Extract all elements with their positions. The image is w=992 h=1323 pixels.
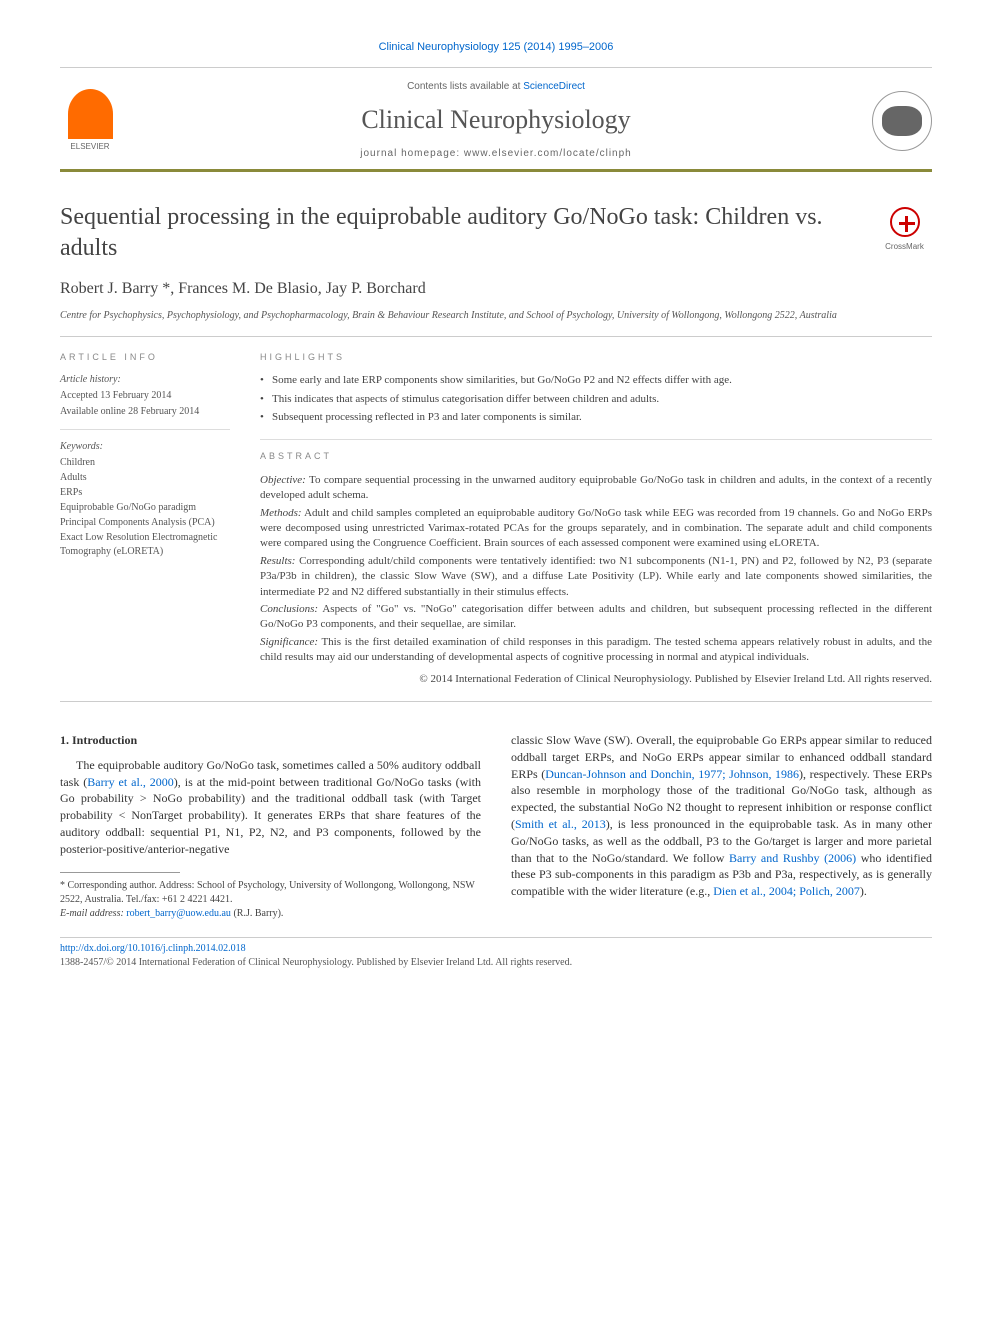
citation-link[interactable]: Barry and Rushby (2006) — [729, 851, 856, 865]
highlight-item: This indicates that aspects of stimulus … — [260, 392, 932, 407]
email-suffix: (R.J. Barry). — [231, 908, 284, 919]
highlight-item: Subsequent processing reflected in P3 an… — [260, 410, 932, 425]
conclusions-label: Conclusions: — [260, 603, 318, 615]
body-text-span: ). — [860, 884, 867, 898]
keyword: ERPs — [60, 486, 230, 500]
results-text: Corresponding adult/child components wer… — [260, 555, 932, 598]
article-info-sidebar: ARTICLE INFO Article history: Accepted 1… — [60, 351, 230, 687]
significance-label: Significance: — [260, 636, 318, 648]
history-label: Article history: — [60, 373, 230, 387]
authors: Robert J. Barry *, Frances M. De Blasio,… — [60, 278, 932, 300]
email-label: E-mail address: — [60, 908, 124, 919]
email-link[interactable]: robert_barry@uow.edu.au — [124, 908, 231, 919]
results-label: Results: — [260, 555, 295, 567]
keyword: Adults — [60, 471, 230, 485]
keywords-list: Children Adults ERPs Equiprobable Go/NoG… — [60, 456, 230, 559]
body-paragraph: classic Slow Wave (SW). Overall, the equ… — [511, 732, 932, 900]
homepage-prefix: journal homepage: — [360, 148, 464, 159]
article-title: Sequential processing in the equiprobabl… — [60, 202, 932, 264]
homepage-line: journal homepage: www.elsevier.com/locat… — [120, 147, 872, 161]
citation-link[interactable]: Smith et al., 2013 — [515, 817, 606, 831]
journal-logo — [872, 91, 932, 151]
methods-text: Adult and child samples completed an equ… — [260, 507, 932, 550]
intro-paragraph: The equiprobable auditory Go/NoGo task, … — [60, 757, 481, 858]
highlights-list: Some early and late ERP components show … — [260, 373, 932, 425]
copyright: © 2014 International Federation of Clini… — [260, 672, 932, 687]
objective-text: To compare sequential processing in the … — [260, 474, 932, 501]
intro-heading: 1. Introduction — [60, 732, 481, 749]
journal-title: Clinical Neurophysiology — [120, 102, 872, 138]
corresponding-author-footnote: * Corresponding author. Address: School … — [60, 879, 481, 907]
abstract-heading: ABSTRACT — [260, 450, 932, 463]
keywords-label: Keywords: — [60, 440, 230, 454]
keyword: Exact Low Resolution Electromagnetic Tom… — [60, 531, 230, 559]
crossmark-label: CrossMark — [877, 241, 932, 252]
citation-link[interactable]: Dien et al., 2004; Polich, 2007 — [713, 884, 860, 898]
citation-link[interactable]: Duncan-Johnson and Donchin, 1977; Johnso… — [545, 767, 799, 781]
elsevier-logo[interactable]: ELSEVIER — [60, 86, 120, 156]
keyword: Principal Components Analysis (PCA) — [60, 516, 230, 530]
crossmark-icon — [890, 207, 920, 237]
elsevier-label: ELSEVIER — [70, 141, 109, 152]
online-date: Available online 28 February 2014 — [60, 405, 230, 419]
contents-line: Contents lists available at ScienceDirec… — [120, 80, 872, 94]
accepted-date: Accepted 13 February 2014 — [60, 389, 230, 403]
affiliation: Centre for Psychophysics, Psychophysiolo… — [60, 309, 932, 322]
objective-label: Objective: — [260, 474, 306, 486]
highlights-heading: HIGHLIGHTS — [260, 351, 932, 364]
contents-prefix: Contents lists available at — [407, 81, 523, 92]
abstract-text: Objective: To compare sequential process… — [260, 473, 932, 666]
doi-link[interactable]: http://dx.doi.org/10.1016/j.clinph.2014.… — [60, 937, 932, 956]
issn-copyright: 1388-2457/© 2014 International Federatio… — [60, 956, 932, 970]
homepage-url[interactable]: www.elsevier.com/locate/clinph — [464, 148, 632, 159]
elsevier-tree-icon — [68, 89, 113, 139]
methods-label: Methods: — [260, 507, 302, 519]
keyword: Equiprobable Go/NoGo paradigm — [60, 501, 230, 515]
header-box: ELSEVIER Contents lists available at Sci… — [60, 67, 932, 171]
body-column-right: classic Slow Wave (SW). Overall, the equ… — [511, 732, 932, 921]
conclusions-text: Aspects of "Go" vs. "NoGo" categorisatio… — [260, 603, 932, 630]
significance-text: This is the first detailed examination o… — [260, 636, 932, 663]
body-column-left: 1. Introduction The equiprobable auditor… — [60, 732, 481, 921]
highlight-item: Some early and late ERP components show … — [260, 373, 932, 388]
header-citation: Clinical Neurophysiology 125 (2014) 1995… — [60, 40, 932, 55]
email-footnote: E-mail address: robert_barry@uow.edu.au … — [60, 907, 481, 921]
corr-label: * Corresponding author. — [60, 880, 157, 891]
journal-logo-icon — [882, 106, 922, 136]
article-info-heading: ARTICLE INFO — [60, 351, 230, 364]
keyword: Children — [60, 456, 230, 470]
citation-link[interactable]: Barry et al., 2000 — [87, 775, 174, 789]
crossmark-badge[interactable]: CrossMark — [877, 207, 932, 252]
sciencedirect-link[interactable]: ScienceDirect — [523, 81, 585, 92]
